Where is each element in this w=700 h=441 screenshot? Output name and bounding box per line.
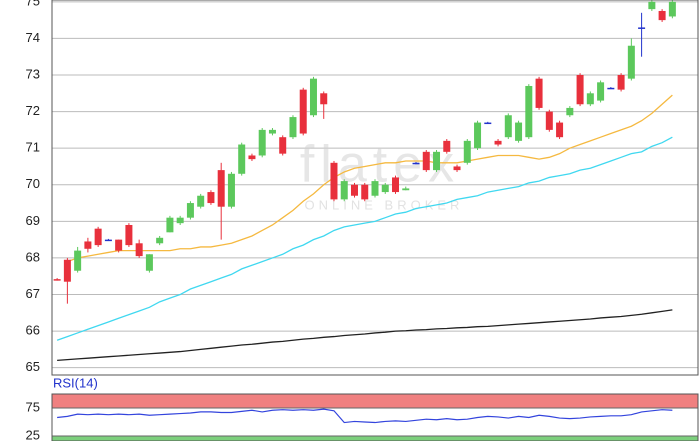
moving-average	[67, 94, 673, 263]
candle-body	[125, 225, 133, 246]
candle-body	[433, 151, 441, 171]
candle-body	[104, 239, 112, 242]
candle-body	[453, 166, 461, 171]
candle-body	[350, 184, 358, 196]
candle-body	[535, 78, 543, 108]
candle-body	[607, 87, 615, 90]
candle-body	[166, 217, 174, 233]
candle-body	[422, 151, 430, 171]
candle-body	[545, 111, 553, 130]
candle-body	[207, 192, 215, 204]
candle-body	[556, 122, 564, 138]
candle-body	[504, 115, 512, 138]
candle-body	[443, 140, 451, 152]
candle-body	[463, 140, 471, 163]
y-tick-label: 25	[26, 427, 40, 441]
candle-body	[381, 184, 389, 193]
band	[52, 435, 698, 441]
y-tick-label: 72	[26, 103, 40, 118]
candle-body	[258, 129, 266, 156]
candle-body	[330, 162, 338, 200]
candle-body	[474, 122, 482, 149]
candle-body	[658, 10, 666, 21]
candle-body	[299, 89, 307, 134]
candle-body	[617, 75, 625, 90]
plot-frame	[51, 0, 699, 376]
candle-body	[412, 162, 420, 165]
candle-body	[648, 1, 656, 10]
candle-body	[597, 82, 605, 101]
candle-body	[53, 279, 61, 281]
candle-body	[186, 203, 194, 218]
candle-body	[268, 129, 276, 134]
candle-body	[279, 137, 287, 154]
candle-body	[525, 85, 533, 138]
candle-body	[197, 195, 205, 207]
candle-body	[227, 173, 235, 207]
candle-body	[320, 93, 328, 105]
y-tick-label: 75	[26, 0, 40, 8]
candle-body	[135, 243, 143, 257]
candle-body	[361, 184, 369, 200]
plot-frame	[51, 393, 699, 441]
candle-body	[84, 241, 92, 249]
y-tick-label: 75	[26, 399, 40, 414]
candle-body	[115, 239, 123, 251]
moving-average	[57, 309, 673, 362]
candle-body	[494, 140, 502, 145]
rsi-line	[57, 408, 673, 424]
candle-body	[484, 122, 492, 125]
y-tick-label: 71	[26, 140, 40, 155]
candle-body	[217, 170, 225, 207]
y-tick-label: 69	[26, 213, 40, 228]
band	[52, 394, 698, 408]
candle-body	[371, 181, 379, 196]
candle-body	[638, 27, 646, 29]
candle-body	[576, 75, 584, 105]
candle-body	[402, 188, 410, 191]
candle-body	[627, 45, 635, 79]
candle-body	[586, 93, 594, 105]
y-tick-label: 66	[26, 323, 40, 338]
panel-title: RSI(14)	[53, 375, 98, 390]
candle-body	[176, 217, 184, 224]
watermark-sub: ONLINE BROKER	[305, 197, 464, 212]
candle-body	[289, 117, 297, 138]
y-tick-label: 67	[26, 286, 40, 301]
candle-body	[156, 237, 164, 244]
candle-body	[248, 155, 256, 160]
candle-body	[145, 254, 153, 271]
y-tick-label: 68	[26, 249, 40, 264]
y-tick-label: 70	[26, 176, 40, 191]
candle-body	[515, 122, 523, 141]
candle-body	[94, 228, 102, 246]
y-tick-label: 73	[26, 66, 40, 81]
candle-body	[668, 1, 676, 17]
candle-body	[566, 107, 574, 116]
candle-body	[238, 144, 246, 174]
candle-body	[74, 250, 82, 271]
moving-average	[56, 136, 673, 341]
candle-body	[340, 181, 348, 200]
candle-body	[392, 177, 400, 193]
candle-body	[63, 259, 71, 282]
y-tick-label: 65	[26, 359, 40, 374]
y-tick-label: 74	[26, 30, 40, 45]
candle-body	[309, 78, 317, 116]
